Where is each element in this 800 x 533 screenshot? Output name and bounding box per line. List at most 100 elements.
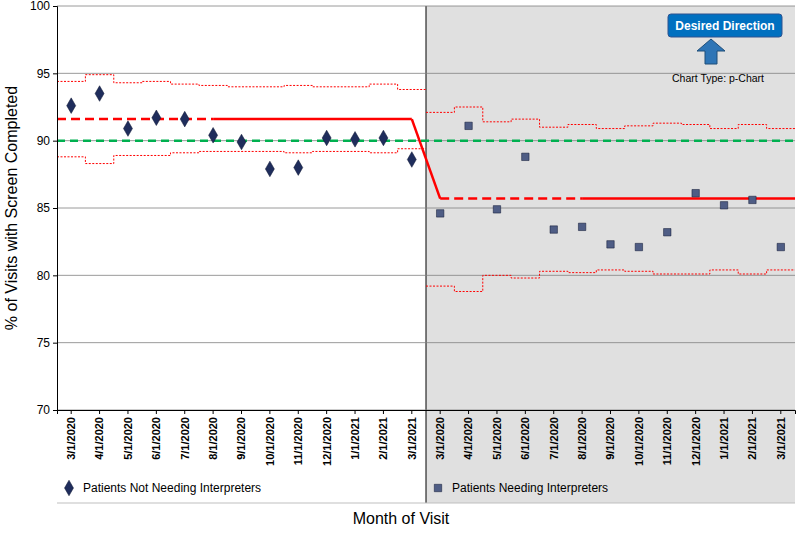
x-tick-mark <box>695 410 696 414</box>
panel-background <box>426 6 795 503</box>
lower-control-limit <box>426 270 795 292</box>
x-tick-label: 11/1/2020 <box>292 417 304 465</box>
x-tick-label: 10/1/2020 <box>633 417 645 466</box>
x-tick-mark <box>269 410 270 414</box>
data-point <box>180 111 189 127</box>
y-tick-label: 100 <box>30 0 50 13</box>
legend-label: Patients Needing Interpreters <box>452 481 608 495</box>
legend: Patients Not Needing Interpreters Patient… <box>65 480 609 496</box>
y-tick-label: 70 <box>37 403 51 417</box>
y-axis-line <box>53 7 58 411</box>
data-point <box>692 189 699 196</box>
data-point <box>578 223 585 230</box>
x-tick: 4/1/2020 <box>93 410 105 460</box>
y-tick-label: 80 <box>37 269 51 283</box>
x-tick-mark <box>638 410 639 414</box>
x-tick: 2/1/2021 <box>746 410 758 460</box>
data-point <box>777 243 784 250</box>
x-tick: 9/1/2020 <box>604 410 616 460</box>
y-tick-mark <box>53 410 57 411</box>
data-point <box>95 86 104 102</box>
legend-item: Patients Needing Interpreters <box>434 481 608 495</box>
x-tick-label: 12/1/2020 <box>321 417 333 466</box>
x-tick-mark <box>724 410 725 414</box>
data-point <box>465 122 472 129</box>
y-axis-title: % of Visits with Screen Completed <box>3 86 20 330</box>
upper-control-limit <box>57 75 426 90</box>
x-tick: 3/1/2020 <box>65 410 77 460</box>
x-tick-mark <box>184 410 185 414</box>
data-point <box>237 134 246 150</box>
y-tick-mark <box>53 343 57 344</box>
y-tick-label: 85 <box>37 201 51 215</box>
x-tick-mark <box>383 410 384 414</box>
x-tick: 10/1/2020 <box>633 410 645 466</box>
x-axis: 3/1/2020 4/1/2020 5/1/2020 6/1/2020 7/1/2020… <box>58 410 796 466</box>
x-axis-title: Month of Visit <box>353 510 450 527</box>
data-point <box>493 206 500 213</box>
x-tick-mark <box>496 410 497 414</box>
y-tick-mark <box>53 275 57 276</box>
x-tick-mark <box>355 410 356 414</box>
x-tick-label: 9/1/2020 <box>235 417 247 460</box>
legend-marker <box>434 484 441 491</box>
x-tick-mark <box>71 410 72 414</box>
x-tick: 9/1/2020 <box>235 410 247 460</box>
y-tick: 95 <box>37 67 57 81</box>
x-tick: 8/1/2020 <box>576 410 588 460</box>
series-markers <box>67 86 417 177</box>
bottom-border <box>57 503 795 504</box>
x-tick-label: 7/1/2020 <box>179 417 191 460</box>
x-tick: 3/1/2021 <box>775 410 787 460</box>
legend-label: Patients Not Needing Interpreters <box>83 481 261 495</box>
x-tick-label: 10/1/2020 <box>264 417 276 466</box>
x-tick-mark <box>99 410 100 414</box>
x-tick: 2/1/2021 <box>377 410 389 460</box>
data-point <box>664 229 671 236</box>
grid-line <box>57 208 795 209</box>
data-point <box>635 243 642 250</box>
x-tick-mark <box>213 410 214 414</box>
goal-line <box>57 139 795 142</box>
data-point <box>294 160 303 176</box>
x-tick: 10/1/2020 <box>264 410 276 466</box>
data-point <box>407 152 416 168</box>
x-tick: 12/1/2020 <box>690 410 702 466</box>
y-tick: 85 <box>37 201 57 215</box>
data-point <box>379 130 388 146</box>
y-tick: 75 <box>37 336 57 350</box>
data-point <box>607 241 614 248</box>
x-tick: 8/1/2020 <box>207 410 219 460</box>
y-tick-mark <box>53 73 57 74</box>
plot-area <box>57 75 795 292</box>
x-tick-label: 3/1/2021 <box>406 417 418 460</box>
data-point <box>67 98 76 114</box>
data-point <box>209 127 218 143</box>
data-point <box>550 226 557 233</box>
x-tick-label: 12/1/2020 <box>690 417 702 466</box>
data-point <box>522 153 529 160</box>
y-tick: 90 <box>37 134 57 148</box>
background <box>0 0 800 533</box>
data-point <box>123 121 132 137</box>
grid <box>57 6 795 410</box>
x-tick: 3/1/2020 <box>434 410 446 460</box>
x-tick-label: 5/1/2020 <box>122 417 134 460</box>
x-tick-label: 6/1/2020 <box>150 417 162 460</box>
x-tick: 4/1/2020 <box>462 410 474 460</box>
data-point <box>265 161 274 177</box>
series-markers <box>436 122 784 251</box>
x-tick: 7/1/2020 <box>548 410 560 460</box>
center-line-baseline <box>440 197 582 200</box>
x-tick-mark <box>667 410 668 414</box>
x-tick-label: 8/1/2020 <box>207 417 219 460</box>
y-axis: 70 75 80 85 90 95 100 <box>30 0 58 417</box>
x-tick-label: 9/1/2020 <box>604 417 616 460</box>
x-tick-label: 8/1/2020 <box>576 417 588 460</box>
x-tick-mark <box>780 410 781 414</box>
x-tick-mark <box>298 410 299 414</box>
x-tick-label: 3/1/2020 <box>434 417 446 460</box>
x-tick-label: 1/1/2021 <box>718 417 730 460</box>
x-tick-label: 3/1/2020 <box>65 417 77 460</box>
data-point <box>436 210 443 217</box>
